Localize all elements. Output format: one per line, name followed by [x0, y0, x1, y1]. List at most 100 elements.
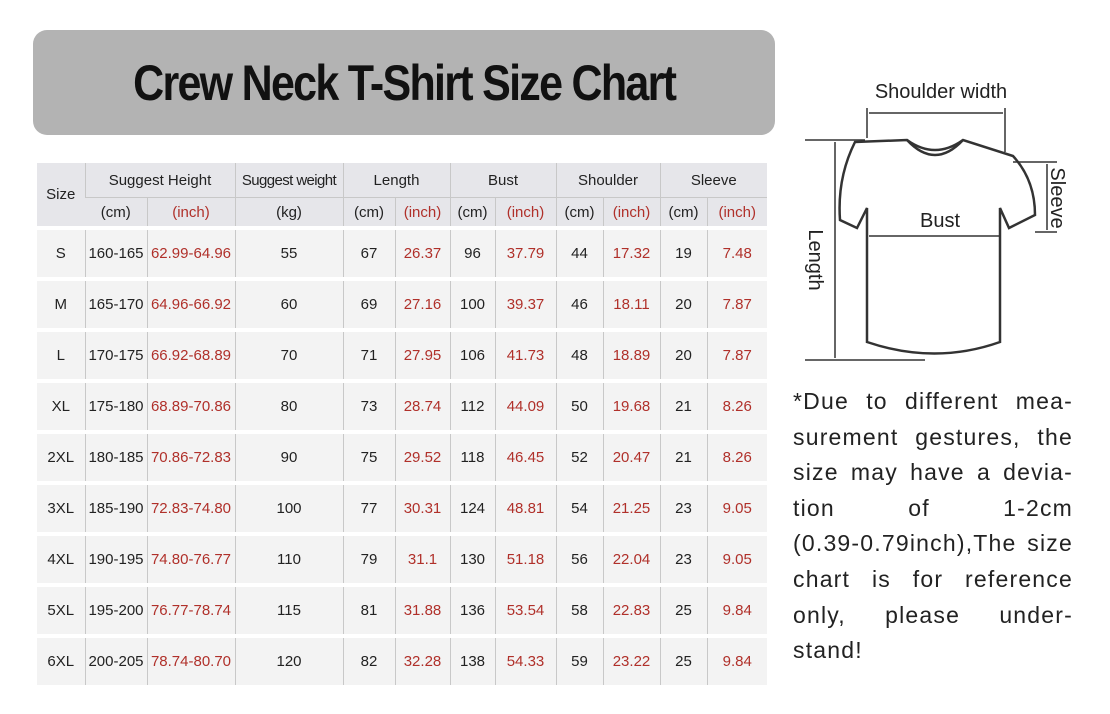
data-cell: 136	[449, 583, 495, 636]
data-cell: 55	[234, 226, 343, 279]
data-cell: 31.1	[394, 532, 450, 585]
unit-cell: (inch)	[602, 197, 660, 228]
data-cell: 138	[449, 634, 495, 685]
data-cell: 26.37	[394, 226, 450, 279]
data-cell: 51.18	[494, 532, 556, 585]
data-cell: 19	[659, 226, 707, 279]
data-cell: 75	[342, 430, 395, 483]
data-cell: 50	[555, 379, 603, 432]
data-cell: 54.33	[494, 634, 556, 685]
data-cell: 124	[449, 481, 495, 534]
data-cell: 71	[342, 328, 395, 381]
data-cell: 82	[342, 634, 395, 685]
note-line: *Due to different mea-	[793, 388, 1073, 414]
unit-cell: (cm)	[85, 197, 147, 228]
data-cell: 6XL	[37, 634, 85, 685]
data-cell: 118	[449, 430, 495, 483]
data-cell: 54	[555, 481, 603, 534]
header-cell: Length	[342, 163, 450, 198]
data-cell: 72.83-74.80	[146, 481, 235, 534]
data-row: 6XL 200-205 78.74-80.70 120 82 32.28 138 54.33 5…	[37, 634, 767, 685]
data-cell: 67	[342, 226, 395, 279]
data-cell: 2XL	[37, 430, 85, 483]
data-cell: L	[37, 328, 85, 381]
data-cell: 23	[659, 532, 707, 585]
data-row: L 170-175 66.92-68.89 70 71 27.95 106 41.73 48 18…	[37, 328, 767, 381]
data-cell: 27.16	[394, 277, 450, 330]
bust-label: Bust	[920, 210, 960, 232]
data-cell: 19.68	[602, 379, 660, 432]
data-cell: 8.26	[706, 379, 767, 432]
data-row: 2XL 180-185 70.86-72.83 90 75 29.52 118 46.45 52…	[37, 430, 767, 483]
unit-cell: (cm)	[555, 197, 603, 228]
data-cell: 195-200	[84, 583, 147, 636]
note-line: surement gestures, the	[793, 423, 1073, 450]
data-cell: M	[37, 277, 85, 330]
data-cell: 70	[234, 328, 343, 381]
data-cell: 23.22	[602, 634, 660, 685]
data-row: 5XL 195-200 76.77-78.74 115 81 31.88 136 53.54 5…	[37, 583, 767, 636]
data-cell: 96	[449, 226, 495, 279]
data-cell: 73	[342, 379, 395, 432]
shoulder-width-label: Shoulder width	[875, 81, 1007, 103]
data-cell: 110	[234, 532, 343, 585]
data-cell: 21	[659, 379, 707, 432]
data-cell: 60	[234, 277, 343, 330]
data-cell: 165-170	[84, 277, 147, 330]
data-cell: 7.87	[706, 328, 767, 381]
data-cell: 25	[659, 583, 707, 636]
data-cell: 3XL	[37, 481, 85, 534]
data-cell: 78.74-80.70	[146, 634, 235, 685]
data-cell: 200-205	[84, 634, 147, 685]
data-cell: 76.77-78.74	[146, 583, 235, 636]
data-cell: 46	[555, 277, 603, 330]
data-row: S 160-165 62.99-64.96 55 67 26.37 96 37.79 44 17.…	[37, 226, 767, 279]
data-cell: 4XL	[37, 532, 85, 585]
data-cell: 175-180	[84, 379, 147, 432]
data-cell: 21	[659, 430, 707, 483]
data-cell: 8.26	[706, 430, 767, 483]
unit-cell: (inch)	[394, 197, 450, 228]
data-cell: 62.99-64.96	[146, 226, 235, 279]
data-cell: 120	[234, 634, 343, 685]
note-line: only, please under-	[793, 601, 1073, 628]
data-row: XL 175-180 68.89-70.86 80 73 28.74 112 44.09 50 1…	[37, 379, 767, 432]
unit-cell: (cm)	[342, 197, 395, 228]
data-cell: 7.48	[706, 226, 767, 279]
data-cell: 44	[555, 226, 603, 279]
data-cell: 77	[342, 481, 395, 534]
data-row: 3XL 185-190 72.83-74.80 100 77 30.31 124 48.81 5…	[37, 481, 767, 534]
data-cell: 100	[449, 277, 495, 330]
data-cell: 31.88	[394, 583, 450, 636]
data-cell: 81	[342, 583, 395, 636]
data-cell: 27.95	[394, 328, 450, 381]
data-cell: 58	[555, 583, 603, 636]
data-cell: 74.80-76.77	[146, 532, 235, 585]
data-cell: 64.96-66.92	[146, 277, 235, 330]
data-cell: S	[37, 226, 85, 279]
data-cell: 190-195	[84, 532, 147, 585]
data-cell: 9.84	[706, 634, 767, 685]
data-cell: 46.45	[494, 430, 556, 483]
data-cell: 5XL	[37, 583, 85, 636]
note-line: (0.39-0.79inch),The size	[793, 530, 1073, 557]
data-cell: 68.89-70.86	[146, 379, 235, 432]
data-cell: 7.87	[706, 277, 767, 330]
data-cell: 20	[659, 328, 707, 381]
data-cell: 185-190	[84, 481, 147, 534]
data-cell: 32.28	[394, 634, 450, 685]
data-cell: 20	[659, 277, 707, 330]
data-cell: 9.84	[706, 583, 767, 636]
data-cell: 80	[234, 379, 343, 432]
data-cell: 106	[449, 328, 495, 381]
data-cell: XL	[37, 379, 85, 432]
data-cell: 59	[555, 634, 603, 685]
data-cell: 160-165	[84, 226, 147, 279]
unit-cell: (cm)	[659, 197, 707, 228]
data-cell: 9.05	[706, 481, 767, 534]
unit-cell: (kg)	[234, 197, 343, 228]
data-cell: 69	[342, 277, 395, 330]
data-cell: 90	[234, 430, 343, 483]
data-cell: 41.73	[494, 328, 556, 381]
